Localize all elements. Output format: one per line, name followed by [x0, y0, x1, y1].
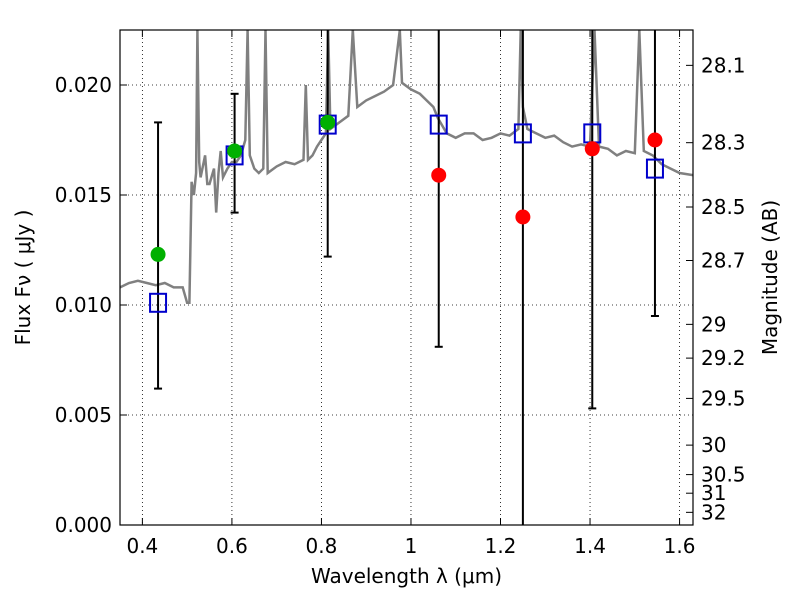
observed-point — [431, 167, 447, 183]
mag-tick-label: 31 — [701, 481, 726, 505]
model-spectrum-line — [120, 30, 693, 305]
mag-tick-label: 28.7 — [701, 249, 746, 273]
ticks-layer: 0.4 0.6 0.8 1 1.2 1.4 1.6 0.000 0.005 0.010 0.015 0… — [55, 30, 746, 558]
y-tick-label: 0.015 — [55, 183, 112, 207]
x-tick-label: 0.8 — [306, 534, 338, 558]
y-tick-label: 0.020 — [55, 73, 112, 97]
model-point-square — [149, 292, 168, 313]
mag-tick-label: 28.5 — [701, 195, 746, 219]
plot-frame — [119, 29, 694, 526]
mag-tick-label: 29.5 — [701, 386, 746, 410]
data-points-layer — [149, 114, 664, 313]
observed-point — [320, 114, 336, 130]
y-tick-label: 0.000 — [55, 513, 112, 537]
observed-point — [647, 132, 663, 148]
mag-tick-label: 28.3 — [701, 131, 746, 155]
model-spectrum-layer — [120, 30, 693, 305]
y-tick-label: 0.010 — [55, 293, 112, 317]
observed-point — [584, 141, 600, 157]
x-axis-label: Wavelength λ (μm) — [311, 564, 502, 588]
x-tick-label: 1.2 — [485, 534, 517, 558]
model-point-square — [429, 114, 448, 135]
grid — [120, 30, 693, 526]
mag-tick-label: 30 — [701, 433, 726, 457]
observed-point — [515, 209, 531, 225]
x-tick-label: 1.4 — [574, 534, 606, 558]
y-axis-label: Flux Fν ( μJy ) — [11, 210, 35, 346]
x-tick-label: 0.4 — [126, 534, 158, 558]
error-bars-layer — [154, 30, 659, 525]
right-axis-label: Magnitude (AB) — [758, 200, 782, 355]
mag-tick-label: 29 — [701, 312, 726, 336]
y-tick-label: 0.005 — [55, 403, 112, 427]
x-tick-label: 0.6 — [216, 534, 248, 558]
observed-point — [150, 246, 166, 262]
x-tick-label: 1.6 — [664, 534, 696, 558]
mag-tick-label: 29.2 — [701, 346, 746, 370]
mag-tick-label: 32 — [701, 500, 726, 524]
mag-tick-label: 30.5 — [701, 463, 746, 487]
mag-tick-label: 28.1 — [701, 53, 746, 77]
model-point-square — [513, 123, 532, 144]
x-tick-label: 1 — [405, 534, 418, 558]
model-point-square — [645, 158, 664, 179]
observed-point — [227, 143, 243, 159]
